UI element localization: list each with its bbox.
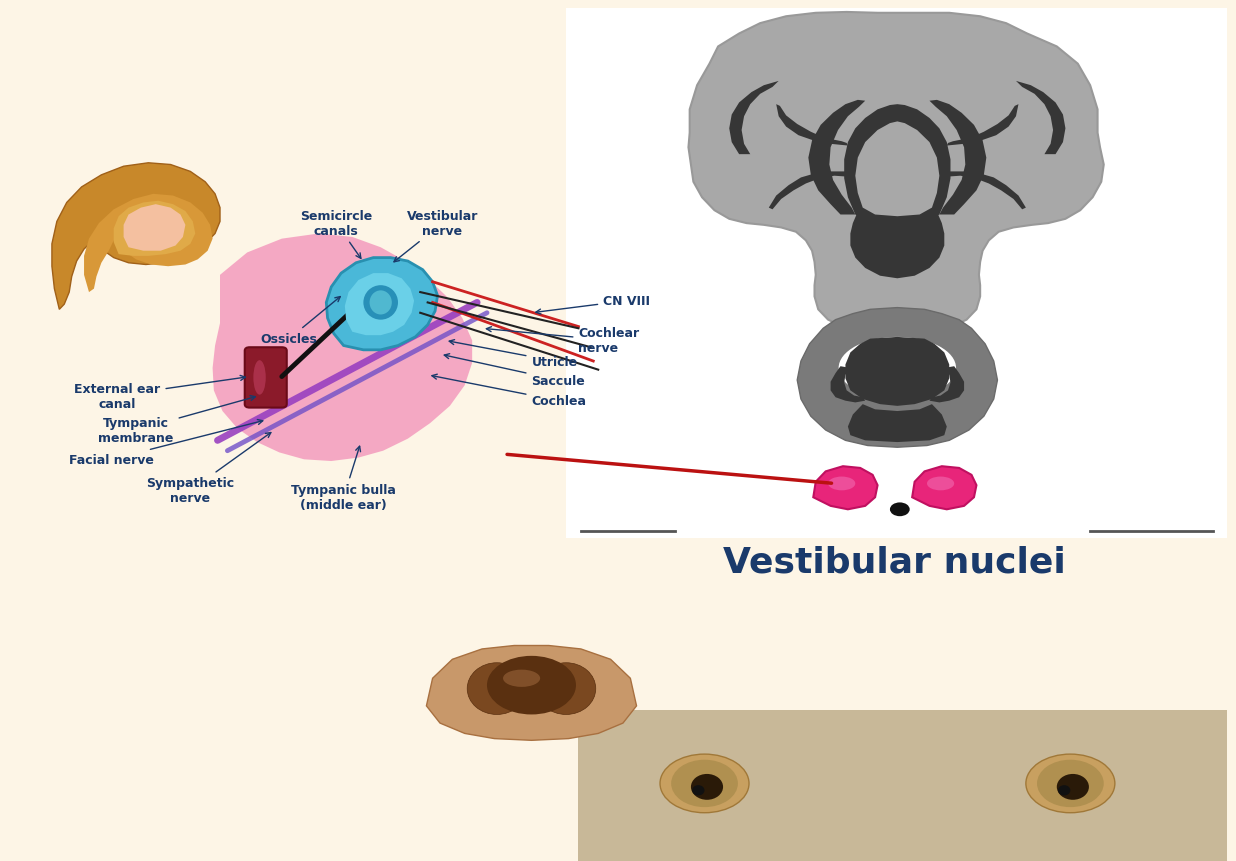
- Ellipse shape: [927, 477, 954, 491]
- Polygon shape: [855, 122, 939, 217]
- Polygon shape: [929, 101, 986, 215]
- Text: Vestibular nuclei: Vestibular nuclei: [723, 544, 1067, 579]
- Ellipse shape: [370, 291, 392, 315]
- Circle shape: [890, 503, 910, 517]
- Polygon shape: [426, 646, 637, 740]
- Text: Saccule: Saccule: [444, 354, 585, 387]
- Polygon shape: [688, 13, 1104, 333]
- Polygon shape: [844, 105, 950, 224]
- Ellipse shape: [487, 656, 576, 715]
- Ellipse shape: [691, 774, 723, 800]
- Ellipse shape: [253, 361, 266, 395]
- Text: CN VIII: CN VIII: [535, 294, 650, 315]
- Text: Semicircle
canals: Semicircle canals: [300, 210, 372, 259]
- Polygon shape: [808, 101, 865, 215]
- Polygon shape: [345, 274, 414, 336]
- Text: Sympathetic
nerve: Sympathetic nerve: [146, 433, 271, 505]
- Polygon shape: [769, 172, 848, 210]
- Text: Facial nerve: Facial nerve: [69, 420, 263, 467]
- Bar: [566, 9, 1227, 538]
- Ellipse shape: [671, 760, 738, 808]
- Ellipse shape: [467, 663, 527, 715]
- Ellipse shape: [1026, 754, 1115, 813]
- Polygon shape: [845, 338, 949, 406]
- Text: Tympanic
membrane: Tympanic membrane: [99, 396, 256, 444]
- Polygon shape: [84, 195, 213, 293]
- Polygon shape: [848, 405, 947, 443]
- Text: Cochlear
nerve: Cochlear nerve: [486, 327, 639, 355]
- Ellipse shape: [1058, 785, 1070, 796]
- Polygon shape: [813, 467, 878, 510]
- Ellipse shape: [363, 286, 398, 320]
- Polygon shape: [124, 205, 185, 251]
- FancyBboxPatch shape: [245, 348, 287, 408]
- Polygon shape: [850, 210, 944, 279]
- Polygon shape: [947, 105, 1018, 146]
- Polygon shape: [831, 367, 865, 403]
- Polygon shape: [1016, 82, 1065, 155]
- Polygon shape: [929, 367, 964, 403]
- Ellipse shape: [1037, 760, 1104, 808]
- Ellipse shape: [536, 663, 596, 715]
- Bar: [578, 710, 1227, 861]
- Polygon shape: [326, 258, 438, 350]
- Text: Vestibular
nerve: Vestibular nerve: [394, 210, 478, 263]
- Polygon shape: [213, 234, 472, 461]
- Text: External ear
canal: External ear canal: [74, 376, 246, 410]
- Polygon shape: [52, 164, 220, 310]
- Text: Ossicles: Ossicles: [261, 297, 340, 346]
- Polygon shape: [912, 467, 976, 510]
- Text: Tympanic bulla
(middle ear): Tympanic bulla (middle ear): [292, 447, 396, 511]
- Ellipse shape: [828, 477, 855, 491]
- Text: Utricle: Utricle: [449, 340, 577, 369]
- Polygon shape: [114, 201, 195, 257]
- Ellipse shape: [1057, 774, 1089, 800]
- Ellipse shape: [503, 670, 540, 687]
- Ellipse shape: [838, 338, 955, 400]
- Polygon shape: [776, 105, 848, 146]
- Polygon shape: [797, 308, 997, 448]
- Polygon shape: [947, 172, 1026, 210]
- Ellipse shape: [692, 785, 705, 796]
- Polygon shape: [729, 82, 779, 155]
- Ellipse shape: [660, 754, 749, 813]
- Text: Cochlea: Cochlea: [431, 375, 586, 408]
